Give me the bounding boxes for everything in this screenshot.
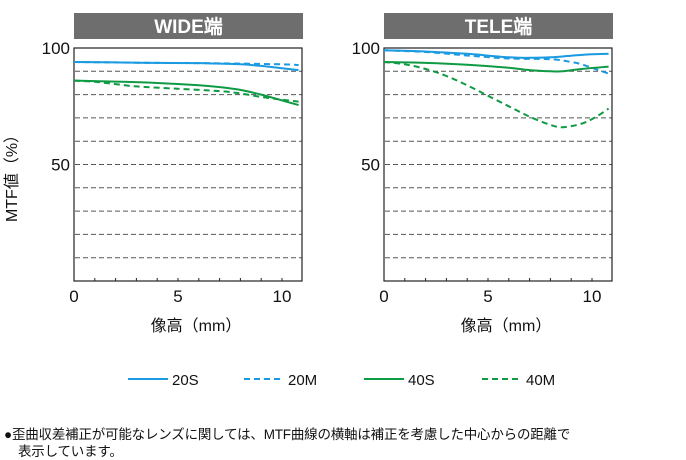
x-tick-label: 0 [69, 287, 78, 306]
y-axis-label: MTF値（%） [3, 127, 21, 222]
series-line-40m [383, 61, 610, 129]
legend-label-20m: 20M [288, 372, 317, 389]
x-tick-label: 10 [273, 287, 292, 306]
legend-label-40s: 40S [408, 372, 435, 389]
x-axis-label: 像高（mm） [151, 317, 242, 335]
x-tick-label: 0 [379, 287, 388, 306]
panel-header-bar [74, 13, 303, 39]
plot-frame [73, 47, 303, 282]
series-line-20m [383, 49, 609, 75]
footnote-line-1: ●歪曲収差補正が可能なレンズに関しては、MTF曲線の横軸は補正を考慮した中心から… [4, 427, 571, 442]
legend-label-20s: 20S [172, 372, 199, 389]
x-tick-label: 10 [583, 287, 602, 306]
chart-panel-wide: WIDE端 0 5 10 50 100 像高（mm） MTF値（%） [3, 13, 303, 335]
x-tick-label: 5 [173, 287, 182, 306]
x-axis-label: 像高（mm） [461, 317, 552, 335]
footnote: ●歪曲収差補正が可能なレンズに関しては、MTF曲線の横軸は補正を考慮した中心から… [4, 426, 684, 460]
plot-frame [383, 47, 613, 282]
panel-header-bar [384, 13, 613, 39]
panel-title: TELE端 [465, 15, 533, 38]
chart-panel-tele: TELE端 0 5 10 50 100 像高（mm） [352, 13, 613, 335]
y-tick-label: 50 [361, 156, 380, 175]
legend: 20S 20M 40S 40M [128, 372, 555, 389]
series-line-20m [73, 61, 299, 66]
series-line-40s [383, 61, 609, 73]
legend-label-40m: 40M [526, 372, 555, 389]
x-tick-label: 5 [483, 287, 492, 306]
panel-title: WIDE端 [154, 15, 223, 38]
footnote-line-2: 表示しています。 [18, 444, 123, 459]
series-line-40m [73, 79, 299, 103]
y-tick-label: 100 [42, 39, 70, 58]
series-line-40s [73, 79, 299, 107]
y-tick-label: 100 [352, 39, 380, 58]
y-tick-label: 50 [51, 156, 70, 175]
